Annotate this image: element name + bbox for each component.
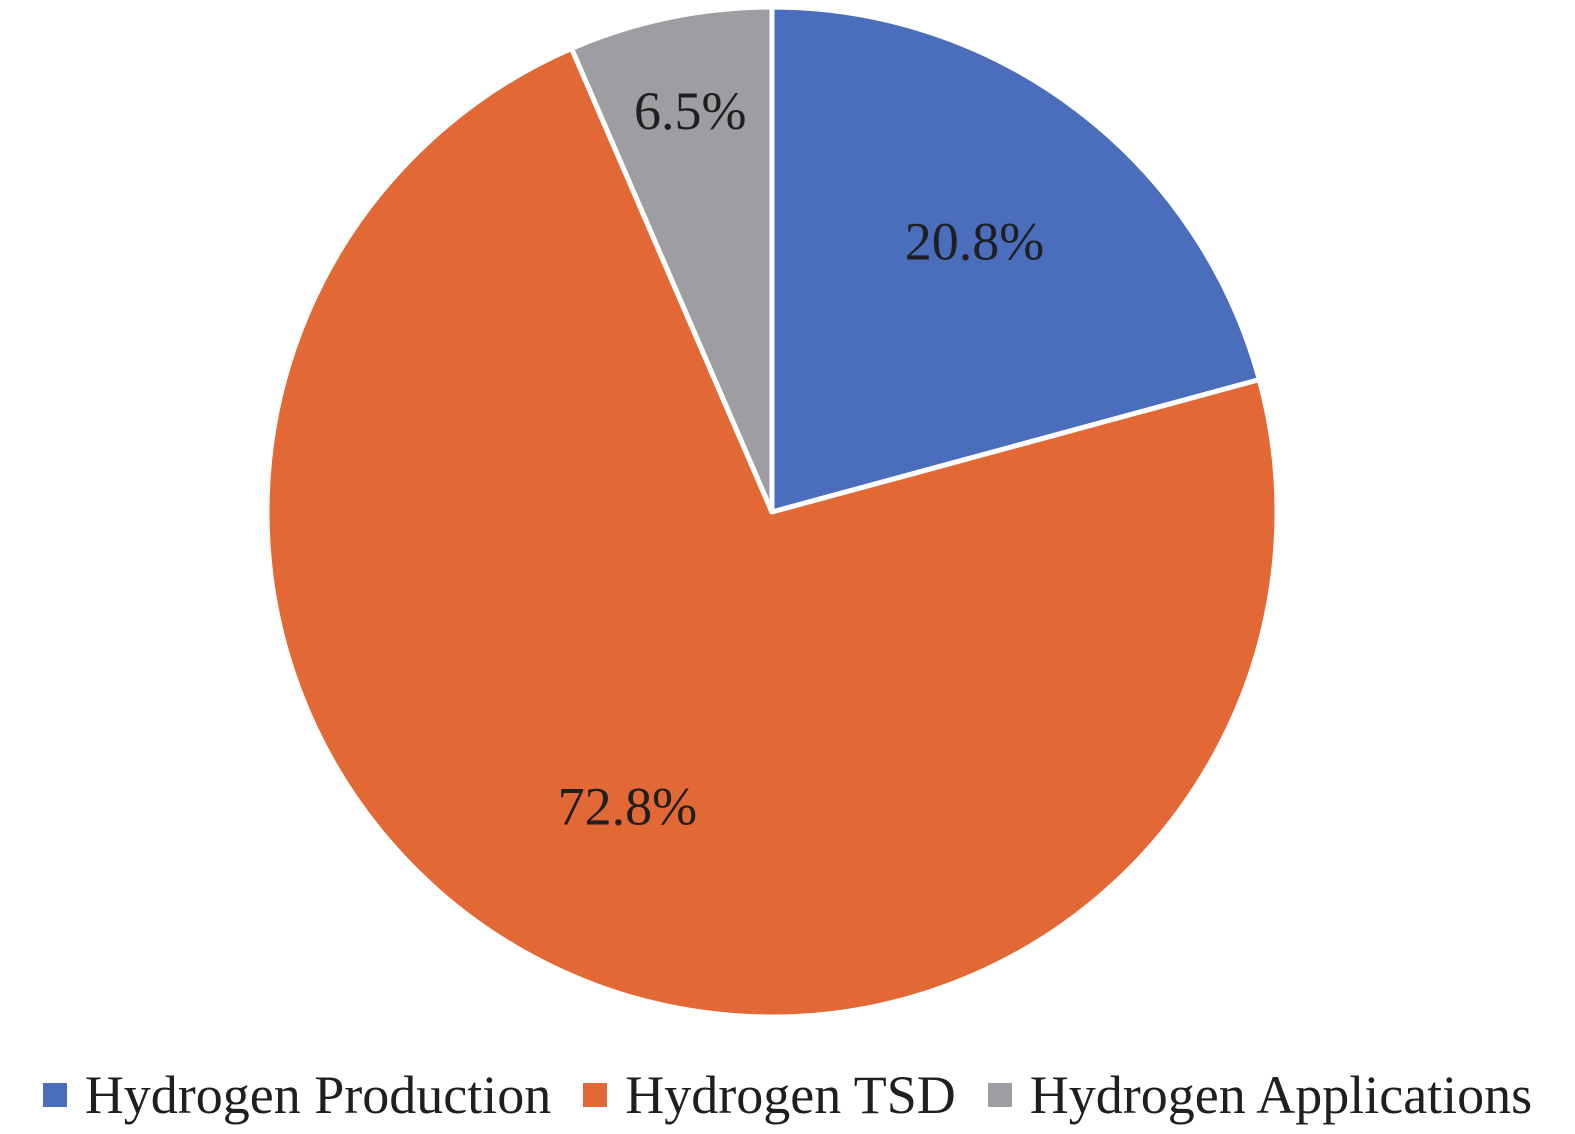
legend-swatch-hydrogen-production (42, 1083, 67, 1107)
legend-item-hydrogen-applications: Hydrogen Applications (987, 1065, 1533, 1125)
legend-swatch-hydrogen-tsd (583, 1083, 608, 1107)
legend-label-hydrogen-production: Hydrogen Production (84, 1065, 552, 1125)
data-label-hydrogen-tsd: 72.8% (558, 777, 697, 837)
chart-legend: Hydrogen Production Hydrogen TSD Hydroge… (0, 1060, 1575, 1130)
legend-item-hydrogen-tsd: Hydrogen TSD (583, 1068, 956, 1122)
legend-label-hydrogen-applications: Hydrogen Applications (1029, 1065, 1533, 1125)
pie-slice-hydrogen-applications (569, 4, 775, 515)
legend-label-hydrogen-tsd: Hydrogen TSD (625, 1065, 956, 1125)
pie-slice-hydrogen-tsd (264, 45, 1280, 1020)
legend-swatch-hydrogen-applications (987, 1083, 1012, 1107)
pie-slices (264, 4, 1280, 1020)
pie-data-labels: 20.8% 72.8% 6.5% (558, 81, 1045, 837)
data-label-hydrogen-production: 20.8% (905, 212, 1044, 272)
legend-item-hydrogen-production: Hydrogen Production (42, 1065, 552, 1125)
data-label-hydrogen-applications: 6.5% (634, 81, 746, 141)
pie-slice-hydrogen-production (769, 4, 1262, 515)
